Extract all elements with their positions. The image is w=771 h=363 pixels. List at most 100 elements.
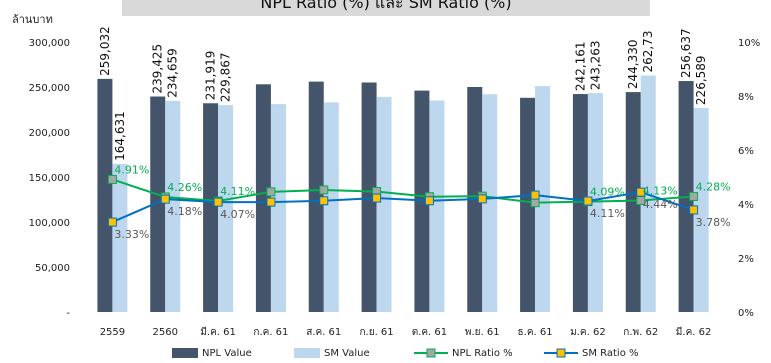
line-marker xyxy=(266,187,276,197)
legend-label: NPL Ratio % xyxy=(452,348,513,359)
x-tick-label: มี.ค. 61 xyxy=(200,326,236,338)
y-tick-label: 300,000 xyxy=(29,38,70,49)
bar-sm-value xyxy=(112,163,128,312)
bar-data-label: 244,330 xyxy=(626,39,640,89)
line-marker xyxy=(424,196,434,206)
legend-marker xyxy=(556,348,566,358)
bar-sm-value xyxy=(165,100,181,312)
line-npl-ratio- xyxy=(112,178,694,204)
line-marker xyxy=(160,194,170,204)
line-data-label: 4.18% xyxy=(167,205,202,218)
bar-data-label: 243,263 xyxy=(588,40,602,90)
line-data-label: 4.11% xyxy=(220,185,255,198)
x-tick-label: ม.ค. 62 xyxy=(570,327,606,338)
y2-axis-ticks: 0% 2% 4% 6% 8% 10% xyxy=(738,38,760,319)
line-data-label: 4.28% xyxy=(696,180,731,193)
x-tick-label: มี.ค. 62 xyxy=(676,326,712,338)
x-tick-label: พ.ย. 61 xyxy=(465,327,500,338)
line-sm-ratio- xyxy=(112,191,694,224)
y2-tick-label: 0% xyxy=(738,308,754,319)
x-tick-label: ต.ค. 61 xyxy=(412,327,447,338)
bar-sm-value xyxy=(323,102,339,312)
line-marker xyxy=(636,187,646,197)
line-marker xyxy=(319,196,329,206)
bar-npl-value xyxy=(361,82,377,312)
line-marker xyxy=(213,197,223,207)
legend-label: NPL Value xyxy=(202,348,252,359)
x-tick-label: 2559 xyxy=(100,327,125,338)
x-tick-label: ก.พ. 62 xyxy=(623,327,658,338)
bar-sm-value xyxy=(693,108,709,312)
line-marker xyxy=(372,193,382,203)
y-tick-label: 200,000 xyxy=(29,128,70,139)
y2-tick-label: 2% xyxy=(738,254,754,265)
line-marker xyxy=(319,185,329,195)
x-tick-label: 2560 xyxy=(153,327,178,338)
bar-sm-value xyxy=(376,96,392,313)
bar-sm-value xyxy=(429,100,445,312)
bar-data-label: 226,589 xyxy=(694,55,708,105)
bar-data-label: 229,867 xyxy=(219,52,233,102)
legend-label: SM Value xyxy=(324,348,370,359)
y2-tick-label: 6% xyxy=(738,146,754,157)
bar-data-label: 256,637 xyxy=(679,28,693,78)
bar-npl-value xyxy=(203,103,219,312)
bar-npl-value xyxy=(625,92,641,312)
line-marker xyxy=(530,190,540,200)
legend-marker xyxy=(426,348,436,358)
line-data-label: 3.33% xyxy=(114,228,149,241)
bar-npl-value xyxy=(308,81,324,312)
line-marker xyxy=(477,194,487,204)
bar-sm-value xyxy=(535,86,551,312)
bar-data-label: 242,161 xyxy=(573,41,587,91)
y2-tick-label: 8% xyxy=(738,92,754,103)
bar-npl-value xyxy=(572,94,588,312)
legend: NPL Value SM Value NPL Ratio % SM Ratio % xyxy=(172,348,639,359)
chart-title-box xyxy=(122,0,650,16)
legend-swatch xyxy=(294,348,320,358)
line-marker xyxy=(107,217,117,227)
bar-npl-value xyxy=(150,96,166,312)
y-tick-label: 50,000 xyxy=(35,263,70,274)
line-marker xyxy=(689,205,699,215)
line-marker xyxy=(583,196,593,206)
data-labels-group: 259,032 239,425 231,919 242,161 244,330 256,6… xyxy=(98,26,731,241)
x-tick-label: ส.ค. 61 xyxy=(306,327,341,338)
line-data-label: 3.78% xyxy=(696,216,731,229)
bar-sm-value xyxy=(587,93,603,313)
bar-sm-value xyxy=(270,104,286,312)
bar-npl-value xyxy=(520,97,536,312)
bar-sm-value xyxy=(482,94,498,312)
line-marker xyxy=(530,198,540,208)
y-axis-ticks: - 50,000 100,000 150,000 200,000 250,000 300,0… xyxy=(29,38,71,319)
line-marker xyxy=(689,191,699,201)
bar-npl-value xyxy=(255,84,271,312)
bar-data-label: 234,659 xyxy=(166,48,180,98)
bar-sm-value xyxy=(218,105,234,313)
y-tick-label: 250,000 xyxy=(29,83,70,94)
line-marker xyxy=(107,174,117,184)
line-data-label: 4.11% xyxy=(590,207,625,220)
legend-label: SM Ratio % xyxy=(582,348,639,359)
y2-tick-label: 10% xyxy=(738,38,760,49)
x-tick-label: ก.ย. 61 xyxy=(359,327,393,338)
y-tick-label: 150,000 xyxy=(29,173,70,184)
bar-data-label: 239,425 xyxy=(151,44,165,94)
bar-data-label: 262,73 xyxy=(641,31,655,73)
line-data-label: 4.26% xyxy=(167,181,202,194)
lines-group xyxy=(107,174,699,227)
line-data-label: 4.91% xyxy=(114,163,149,176)
line-data-label: 4.09% xyxy=(590,186,625,199)
y-axis-unit-label: ล้านบาท xyxy=(12,13,53,26)
bar-data-label: 164,631 xyxy=(113,111,127,161)
line-data-label: 4.44% xyxy=(643,198,678,211)
y-tick-label: - xyxy=(66,308,70,319)
bar-data-label: 231,919 xyxy=(204,51,218,101)
line-data-label: 4.07% xyxy=(220,208,255,221)
bar-npl-value xyxy=(97,78,113,312)
y-tick-label: 100,000 xyxy=(29,218,70,229)
x-tick-label: ธ.ค. 61 xyxy=(518,327,553,338)
legend-swatch xyxy=(172,348,198,358)
line-data-label: 4.13% xyxy=(643,184,678,197)
bar-data-label: 259,032 xyxy=(98,26,112,76)
